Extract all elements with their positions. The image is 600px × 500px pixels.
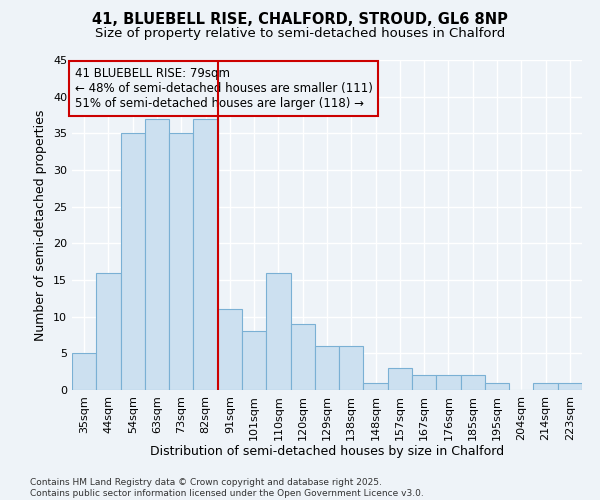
Bar	[169, 134, 193, 390]
Bar	[339, 346, 364, 390]
Bar	[290, 324, 315, 390]
Bar	[218, 310, 242, 390]
Text: Contains HM Land Registry data © Crown copyright and database right 2025.
Contai: Contains HM Land Registry data © Crown c…	[30, 478, 424, 498]
Bar	[72, 354, 96, 390]
Bar	[193, 118, 218, 390]
Bar	[364, 382, 388, 390]
Y-axis label: Number of semi-detached properties: Number of semi-detached properties	[34, 110, 47, 340]
Bar	[145, 118, 169, 390]
Text: Size of property relative to semi-detached houses in Chalford: Size of property relative to semi-detach…	[95, 28, 505, 40]
Bar	[558, 382, 582, 390]
Bar	[315, 346, 339, 390]
Bar	[121, 134, 145, 390]
Bar	[461, 376, 485, 390]
Bar	[96, 272, 121, 390]
Text: 41, BLUEBELL RISE, CHALFORD, STROUD, GL6 8NP: 41, BLUEBELL RISE, CHALFORD, STROUD, GL6…	[92, 12, 508, 28]
Bar	[242, 332, 266, 390]
Bar	[533, 382, 558, 390]
Bar	[388, 368, 412, 390]
Text: 41 BLUEBELL RISE: 79sqm
← 48% of semi-detached houses are smaller (111)
51% of s: 41 BLUEBELL RISE: 79sqm ← 48% of semi-de…	[74, 66, 373, 110]
Bar	[412, 376, 436, 390]
Bar	[485, 382, 509, 390]
Bar	[266, 272, 290, 390]
X-axis label: Distribution of semi-detached houses by size in Chalford: Distribution of semi-detached houses by …	[150, 446, 504, 458]
Bar	[436, 376, 461, 390]
